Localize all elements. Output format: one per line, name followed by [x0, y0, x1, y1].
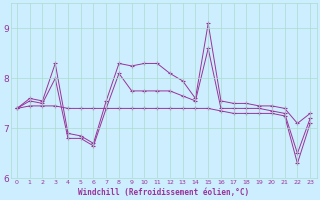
X-axis label: Windchill (Refroidissement éolien,°C): Windchill (Refroidissement éolien,°C) — [78, 188, 249, 197]
